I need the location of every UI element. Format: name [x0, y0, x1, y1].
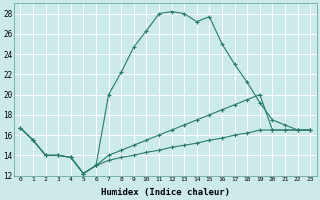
X-axis label: Humidex (Indice chaleur): Humidex (Indice chaleur)	[101, 188, 230, 197]
